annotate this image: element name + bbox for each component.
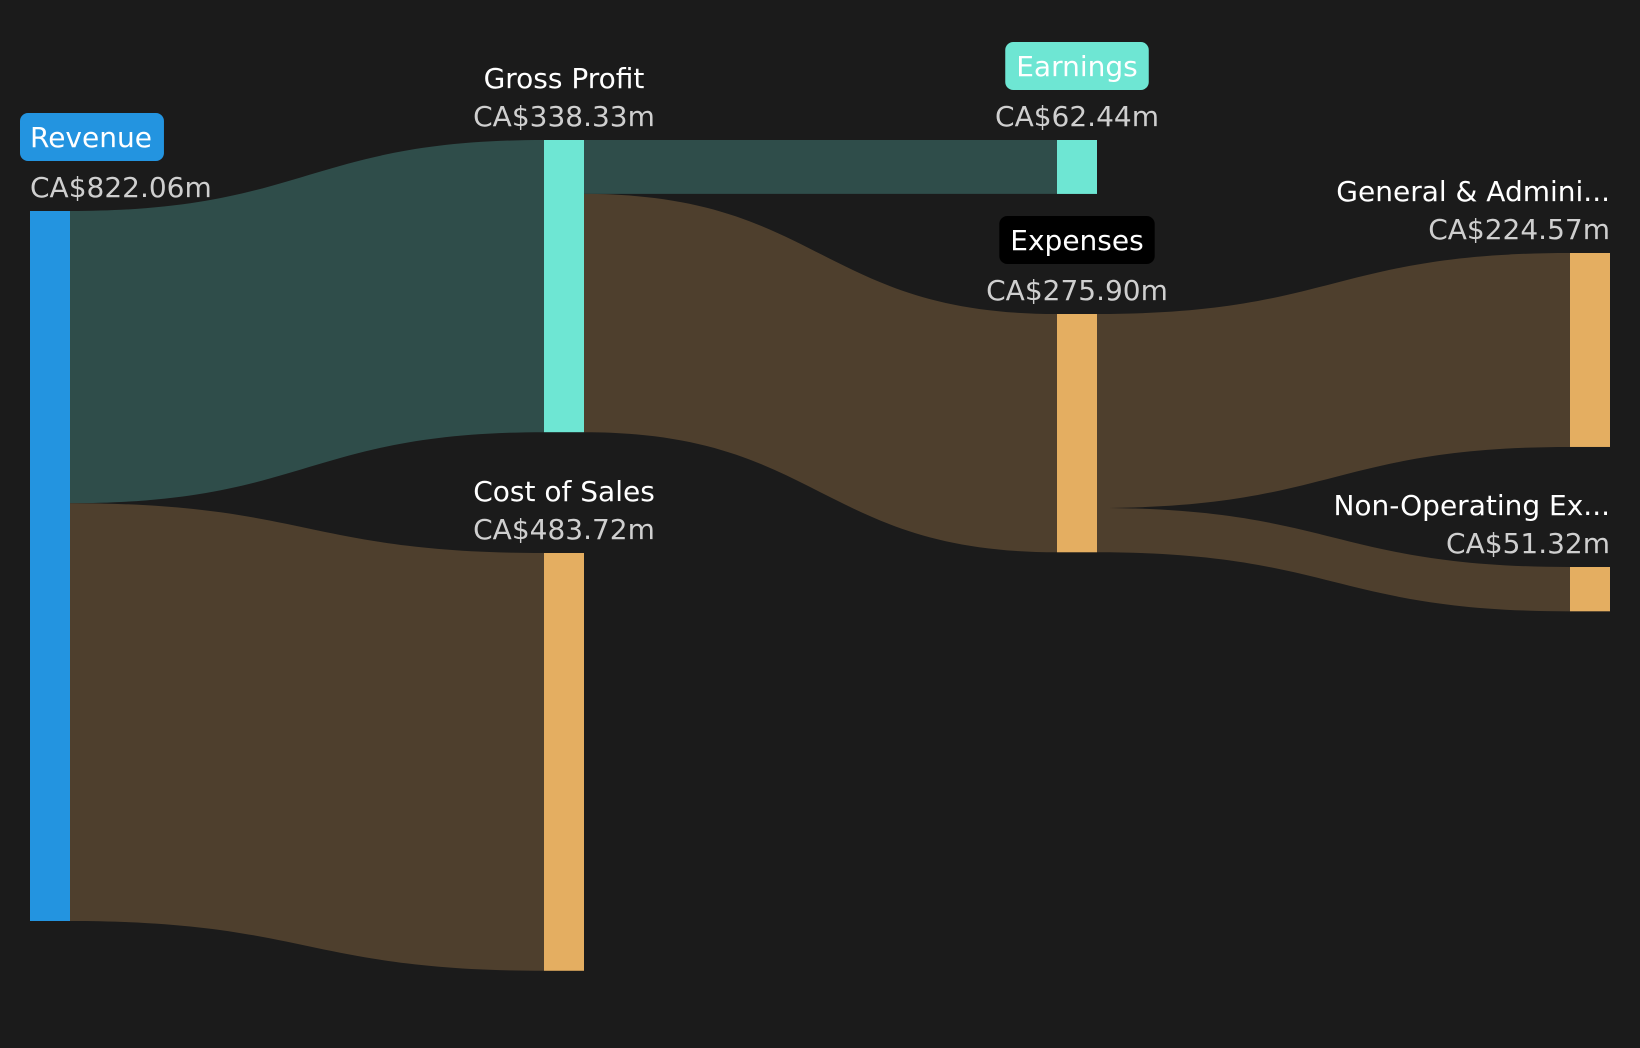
node-bar-expenses	[1057, 314, 1097, 553]
node-value-expenses: CA$275.90m	[986, 274, 1168, 307]
node-bar-cost_of_sales	[544, 553, 584, 971]
sankey-links	[70, 140, 1570, 971]
node-label-gross_profit: Gross Profit	[484, 62, 645, 95]
node-label-expenses: Expenses	[1010, 224, 1143, 257]
label-badge-revenue	[20, 113, 164, 161]
node-label-earnings: Earnings	[1016, 50, 1138, 83]
node-label-cost_of_sales: Cost of Sales	[473, 475, 655, 508]
node-value-non_operating: CA$51.32m	[1446, 527, 1610, 560]
node-bar-general_admin	[1570, 253, 1610, 447]
sankey-nodes	[30, 140, 1610, 971]
label-badge-expenses	[999, 216, 1155, 264]
node-value-cost_of_sales: CA$483.72m	[473, 513, 655, 546]
node-label-general_admin: General & Admini...	[1336, 175, 1610, 208]
link-gross_profit-to-earnings	[584, 140, 1057, 194]
node-bar-gross_profit	[544, 140, 584, 433]
node-bar-earnings	[1057, 140, 1097, 194]
node-label-revenue: Revenue	[30, 121, 152, 154]
node-bar-non_operating	[1570, 567, 1610, 612]
node-value-general_admin: CA$224.57m	[1428, 213, 1610, 246]
link-revenue-to-gross_profit	[70, 140, 544, 504]
node-value-revenue: CA$822.06m	[30, 171, 212, 204]
node-value-earnings: CA$62.44m	[995, 100, 1159, 133]
node-value-gross_profit: CA$338.33m	[473, 100, 655, 133]
label-badge-earnings	[1005, 42, 1149, 90]
link-expenses-to-non_operating	[1097, 507, 1570, 612]
link-gross_profit-to-expenses	[584, 193, 1057, 553]
node-label-non_operating: Non-Operating Ex...	[1333, 489, 1610, 522]
sankey-labels: Revenue CA$822.06m Gross Profit CA$338.33m C…	[20, 42, 1610, 560]
node-bar-revenue	[30, 211, 70, 921]
link-expenses-to-general_admin	[1097, 253, 1570, 508]
link-revenue-to-cost_of_sales	[70, 503, 544, 971]
